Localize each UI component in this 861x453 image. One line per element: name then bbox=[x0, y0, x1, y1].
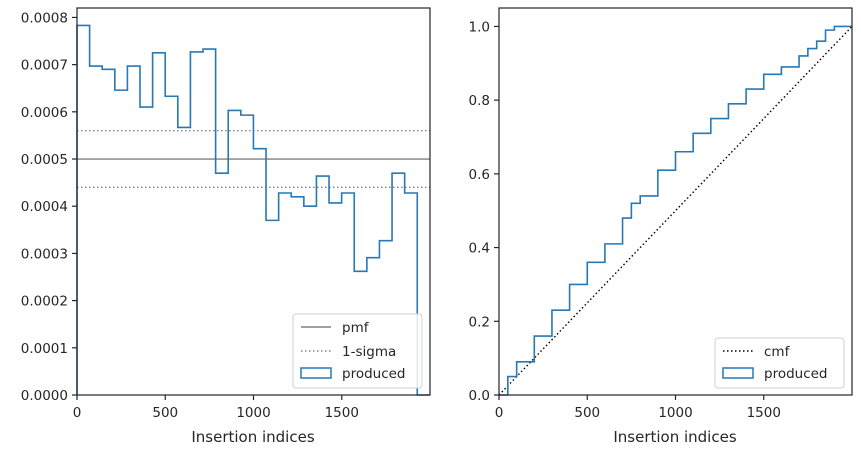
cmf-chart: 0 500 1000 1500 0.0 0.2 0.4 0.6 0.8 1.0 Insertio… bbox=[469, 7, 853, 446]
pmf-y-tick-label: 0.0007 bbox=[21, 58, 68, 74]
cmf-x-tick-label: 500 bbox=[574, 405, 600, 421]
pmf-legend: pmf 1-sigma produced bbox=[292, 313, 423, 389]
pmf-y-tick-label: 0.0004 bbox=[21, 199, 68, 215]
produced-legend-label: produced bbox=[342, 366, 406, 382]
pmf-x-ticks: 0 500 1000 1500 bbox=[73, 395, 359, 421]
cmf-legend-label: cmf bbox=[764, 344, 791, 360]
pmf-x-tick-label: 1000 bbox=[236, 405, 270, 421]
pmf-x-tick-label: 500 bbox=[152, 405, 178, 421]
pmf-legend-box bbox=[292, 313, 423, 389]
produced-cmf-series bbox=[499, 25, 852, 396]
cmf-y-tick-label: 0.2 bbox=[469, 314, 490, 330]
cmf-y-tick-label: 0.8 bbox=[469, 93, 490, 109]
pmf-chart: 0 500 1000 1500 0.00000.00010.00020.00030.0… bbox=[21, 7, 431, 446]
cmf-y-ticks: 0.0 0.2 0.4 0.6 0.8 1.0 bbox=[469, 19, 499, 404]
pmf-y-tick-label: 0.0000 bbox=[21, 388, 68, 404]
pmf-y-tick-label: 0.0008 bbox=[21, 10, 68, 26]
cmf-reference-line bbox=[498, 25, 853, 396]
pmf-y-tick-label: 0.0005 bbox=[21, 152, 68, 168]
cmf-x-tick-label: 1000 bbox=[658, 405, 692, 421]
produced-cmf-legend-label: produced bbox=[764, 366, 828, 382]
pmf-x-axis-label: Insertion indices bbox=[191, 428, 314, 446]
cmf-y-tick-label: 1.0 bbox=[469, 19, 490, 35]
pmf-x-tick-label: 0 bbox=[73, 405, 82, 421]
produced-legend-swatch bbox=[300, 367, 332, 379]
cmf-x-ticks: 0 500 1000 1500 bbox=[495, 395, 781, 421]
produced-pmf-series bbox=[76, 24, 430, 396]
cmf-y-tick-label: 0.0 bbox=[469, 388, 490, 404]
produced-cmf-legend-swatch bbox=[722, 367, 754, 379]
cmf-legend: cmf produced bbox=[714, 337, 845, 389]
pmf-legend-label: pmf bbox=[342, 320, 370, 336]
pmf-y-tick-label: 0.0001 bbox=[21, 341, 68, 357]
cmf-plot-area bbox=[498, 25, 853, 396]
cmf-x-axis-label: Insertion indices bbox=[613, 428, 736, 446]
cmf-x-tick-label: 0 bbox=[495, 405, 504, 421]
cmf-x-tick-label: 1500 bbox=[747, 405, 781, 421]
cmf-y-tick-label: 0.4 bbox=[469, 241, 490, 257]
pmf-y-tick-label: 0.0002 bbox=[21, 294, 68, 310]
cmf-y-tick-label: 0.6 bbox=[469, 167, 490, 183]
pmf-y-tick-label: 0.0003 bbox=[21, 246, 68, 262]
pmf-y-ticks: 0.0000 0.0001 0.0002 0.0003 0.0004 0.0005 0.00… bbox=[21, 10, 77, 404]
pmf-plot-area bbox=[76, 24, 430, 396]
sigma-legend-label: 1-sigma bbox=[342, 344, 396, 360]
pmf-y-tick-label: 0.0006 bbox=[21, 105, 68, 121]
pmf-x-tick-label: 1500 bbox=[325, 405, 359, 421]
